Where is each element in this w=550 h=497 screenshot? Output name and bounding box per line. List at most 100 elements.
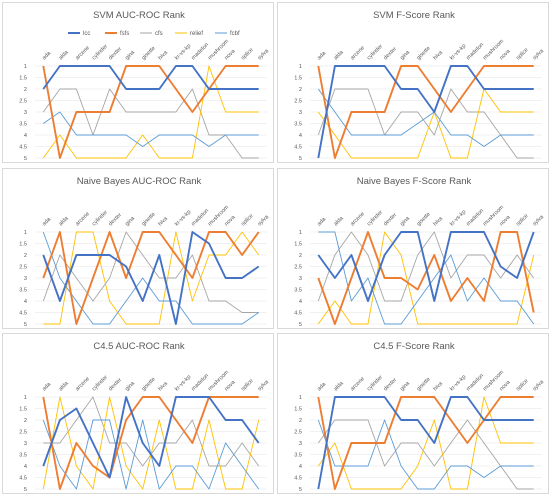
chart-title: SVM AUC-ROC Rank	[93, 10, 185, 21]
chart-svg: SVM F-Score Rank 1 1.5 2 2.5 3 3.5 4 4.5 5 ada alda…	[294, 10, 546, 162]
legend-label: fsfs	[120, 31, 129, 37]
chart-svg: C4.5 AUC-ROC Rank 1 1.5 2 2.5 3 3.5 4 4.5 5 ada ald…	[19, 341, 271, 493]
y-tick-label: 2	[299, 253, 302, 259]
series-line-lcc	[317, 65, 534, 159]
chart-svg: Naive Bayes F-Score Rank 1 1.5 2 2.5 3 3.5 4 4.5…	[294, 176, 546, 328]
chart-title: C4.5 F-Score Rank	[373, 341, 455, 352]
x-tick-label: hiva	[157, 49, 169, 61]
x-tick-label: ada	[41, 381, 52, 392]
x-tick-label: kr-vs-kp	[174, 374, 192, 392]
chart-panel-svm-auc-roc: SVM AUC-ROC Rank lcc fsfs cfs relief fcbf 1 1.5…	[2, 2, 274, 163]
x-tick-label: hiva	[157, 380, 169, 392]
y-tick-label: 2.5	[294, 265, 302, 271]
x-tick-label: ada	[316, 381, 327, 392]
y-tick-label: 3	[299, 441, 302, 447]
series-line-lcc	[42, 65, 259, 90]
chart-title: Naive Bayes AUC-ROC Rank	[77, 176, 202, 187]
y-tick-label: 1.5	[19, 242, 27, 248]
x-tick-label: alda	[58, 49, 70, 61]
x-tick-label: cylinder	[366, 209, 384, 227]
series-line-cfs	[317, 88, 534, 159]
chart-panel-naive-bayes-f-score: Naive Bayes F-Score Rank 1 1.5 2 2.5 3 3.5 4 4.5…	[277, 168, 549, 329]
y-tick-label: 1	[299, 395, 302, 401]
y-tick-label: 1.5	[19, 407, 27, 413]
x-tick-label: kr-vs-kp	[449, 209, 467, 227]
y-tick-label: 1.5	[19, 76, 27, 82]
y-tick-label: 2.5	[19, 430, 27, 436]
x-tick-label: arcene	[350, 376, 366, 392]
series-line-fsfs	[42, 396, 259, 490]
x-tick-label: kr-vs-kp	[449, 374, 467, 392]
series-line-lcc	[317, 231, 535, 302]
y-tick-label: 4.5	[19, 145, 27, 151]
x-tick-label: gina	[124, 380, 136, 392]
series-line-fcbf	[317, 88, 534, 147]
y-tick-label: 2	[24, 418, 27, 424]
legend-label: cfs	[155, 31, 163, 37]
y-tick-label: 2.5	[294, 99, 302, 105]
y-tick-label: 5	[299, 487, 302, 493]
y-tick-label: 2.5	[19, 99, 27, 105]
chart-panel-c45-auc-roc: C4.5 AUC-ROC Rank 1 1.5 2 2.5 3 3.5 4 4.5 5 ada ald…	[2, 333, 274, 494]
y-tick-label: 4	[24, 299, 27, 305]
y-tick-label: 3.5	[19, 288, 27, 294]
y-tick-label: 2.5	[19, 265, 27, 271]
series-line-fcbf	[42, 231, 259, 325]
x-tick-label: gina	[399, 49, 411, 61]
x-tick-label: dexter	[108, 46, 123, 61]
y-tick-label: 3	[24, 276, 27, 282]
y-tick-label: 4.5	[294, 145, 302, 151]
legend-item-fsfs: fsfs	[105, 31, 129, 37]
x-tick-label: nova	[499, 379, 512, 392]
x-tick-label: alda	[333, 215, 345, 227]
x-tick-label: alda	[333, 380, 345, 392]
y-tick-label: 4	[24, 464, 27, 470]
x-tick-label: gisette	[141, 46, 157, 62]
x-tick-label: nova	[224, 214, 237, 227]
series-line-relief	[317, 88, 534, 159]
y-tick-label: 3.5	[294, 453, 302, 459]
legend-label: fcbf	[230, 31, 240, 37]
x-tick-label: hiva	[432, 215, 444, 227]
x-tick-label: ada	[316, 216, 327, 227]
x-tick-label: sylva	[257, 214, 271, 228]
series-line-relief	[42, 65, 259, 159]
x-tick-label: gisette	[141, 377, 157, 393]
y-tick-label: 1	[24, 230, 27, 236]
x-tick-label: nova	[224, 379, 237, 392]
series-line-cfs	[42, 88, 259, 159]
x-tick-label: gina	[399, 380, 411, 392]
x-tick-label: gisette	[416, 46, 432, 62]
x-tick-label: cylinder	[366, 43, 384, 61]
x-tick-label: cylinder	[91, 43, 109, 61]
x-tick-label: cylinder	[91, 209, 109, 227]
x-tick-label: hiva	[157, 215, 169, 227]
x-tick-label: gina	[399, 215, 411, 227]
y-tick-label: 5	[24, 487, 27, 493]
x-tick-label: gina	[124, 215, 136, 227]
y-tick-label: 4.5	[294, 311, 302, 317]
legend-item-fcbf: fcbf	[215, 31, 240, 37]
x-tick-label: sylva	[532, 379, 546, 393]
x-tick-label: dexter	[383, 377, 398, 392]
x-tick-label: splice	[240, 213, 254, 227]
x-tick-label: hiva	[432, 49, 444, 61]
chart-svg: SVM AUC-ROC Rank lcc fsfs cfs relief fcbf 1 1.5…	[19, 10, 271, 162]
series-line-fcbf	[318, 231, 535, 325]
x-tick-label: splice	[515, 213, 529, 227]
y-tick-label: 1	[299, 64, 302, 70]
x-tick-label: sylva	[257, 48, 271, 62]
x-tick-label: gisette	[416, 377, 432, 393]
series-line-cfs	[317, 419, 534, 490]
x-tick-label: ada	[41, 50, 52, 61]
x-tick-label: alda	[58, 215, 70, 227]
x-tick-label: arcene	[350, 45, 366, 61]
x-tick-label: kr-vs-kp	[174, 43, 192, 61]
legend-item-relief: relief	[175, 31, 203, 37]
y-tick-label: 1	[24, 395, 27, 401]
y-tick-label: 4	[24, 133, 27, 139]
x-tick-label: gisette	[141, 212, 157, 228]
series-line-cfs	[317, 231, 535, 302]
x-tick-label: ada	[316, 50, 327, 61]
x-tick-label: gisette	[416, 212, 432, 228]
